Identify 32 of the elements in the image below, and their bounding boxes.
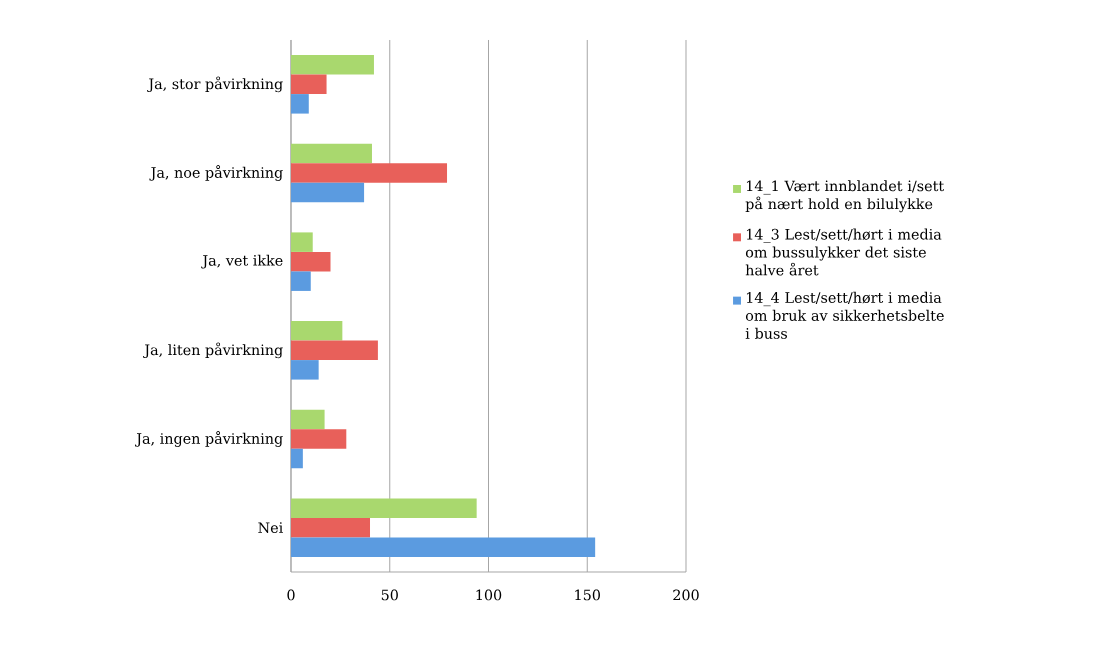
y-tick-label: Ja, noe påvirkning xyxy=(149,165,283,181)
bar xyxy=(291,271,311,291)
bar xyxy=(291,143,372,164)
legend-label: 14_4 Lest/sett/hørt i media om bruk av sikkerhetsbelte i buss xyxy=(745,291,944,339)
x-tick-label: 150 xyxy=(575,589,600,601)
bar xyxy=(291,448,303,469)
bar xyxy=(291,429,347,449)
x-tick-label: 100 xyxy=(476,589,502,601)
y-tick-label: Ja, ingen påvirkning xyxy=(135,431,283,447)
legend-label: 14_1 Vært innblandet i/sett på nært hold en bilulykke xyxy=(745,180,945,213)
bar xyxy=(291,182,365,203)
bar xyxy=(291,409,325,430)
y-tick-label: Nei xyxy=(258,522,283,534)
bar xyxy=(291,94,309,114)
y-tick-label: Ja, stor påvirkning xyxy=(147,76,283,93)
x-tick-label: 50 xyxy=(381,589,398,601)
bar xyxy=(291,74,327,95)
bar xyxy=(291,537,596,557)
bar xyxy=(291,55,374,75)
bar xyxy=(291,321,343,341)
bar xyxy=(291,163,448,183)
x-tick-label: 200 xyxy=(673,589,699,601)
y-tick-label: Ja, liten påvirkning xyxy=(143,342,283,359)
x-tick-label: 0 xyxy=(287,589,295,601)
bar xyxy=(291,498,477,518)
legend-label: 14_3 Lest/sett/hørt i media om bussulykker det siste halve året xyxy=(745,228,942,276)
y-tick-label: Ja, vet ikke xyxy=(201,254,283,269)
bar xyxy=(291,232,313,252)
bar xyxy=(291,251,331,272)
bar xyxy=(291,517,370,538)
bar xyxy=(291,360,319,380)
bar xyxy=(291,340,378,361)
